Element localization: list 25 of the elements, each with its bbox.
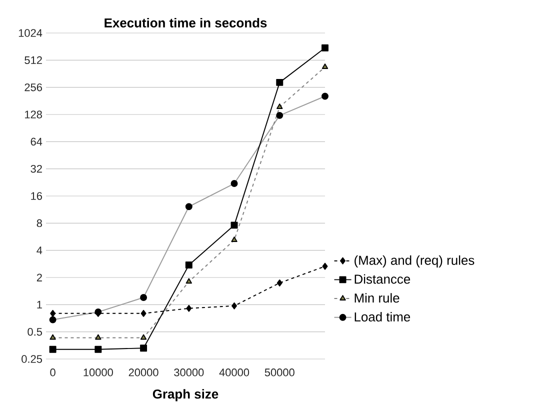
y-tick-label: 0.5 bbox=[28, 328, 42, 336]
y-tick-label: 1 bbox=[37, 300, 42, 308]
x-axis-title: Graph size bbox=[152, 389, 218, 402]
x-tick-label: 10000 bbox=[84, 368, 113, 376]
y-tick-label: 128 bbox=[25, 110, 42, 118]
x-tick-label: 30000 bbox=[174, 368, 204, 376]
chart-title: Execution time in seconds bbox=[104, 18, 267, 28]
x-tick-label: 40000 bbox=[219, 368, 250, 376]
x-tick-label: 50000 bbox=[264, 368, 294, 376]
x-tick-label: 0 bbox=[50, 368, 56, 376]
y-tick-label: 2 bbox=[36, 274, 42, 282]
y-tick-label: 16 bbox=[31, 192, 42, 200]
y-tick-label: 32 bbox=[30, 164, 42, 173]
y-tick-label: 512 bbox=[24, 56, 42, 64]
legend-label: Distancce bbox=[354, 274, 410, 284]
y-tick-label: 0.25 bbox=[22, 355, 42, 363]
y-tick-label: 4 bbox=[36, 246, 42, 254]
y-tick-label: 8 bbox=[36, 219, 42, 228]
x-tick-label: 20000 bbox=[128, 368, 158, 376]
y-tick-label: 1024 bbox=[18, 29, 42, 37]
y-tick-label: 256 bbox=[24, 83, 42, 92]
legend-label: Min rule bbox=[354, 293, 400, 303]
y-tick-label: 64 bbox=[30, 138, 42, 146]
legend-label: (Max) and (req) rules bbox=[354, 255, 474, 268]
legend-label: Load time bbox=[354, 312, 410, 322]
